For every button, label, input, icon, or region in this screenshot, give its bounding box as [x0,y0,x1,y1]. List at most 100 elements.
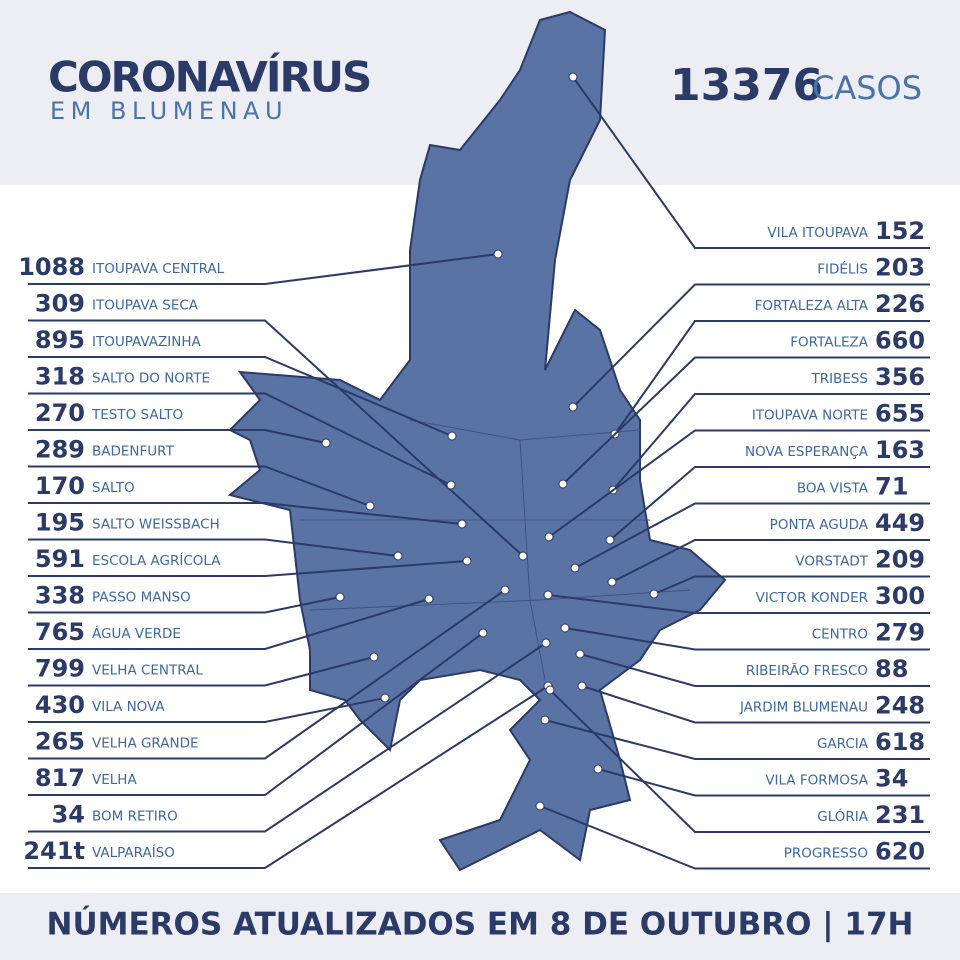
case-count: 34 [52,801,85,829]
district-name: PROGRESSO [784,846,868,862]
case-count: 88 [875,655,908,683]
district-name: FIDÉLIS [817,261,868,278]
district-name: ITOUPAVAZINHA [92,334,201,350]
leader-line [28,560,468,577]
district-dot [560,623,570,633]
title: CORONAVÍRUS [48,52,370,102]
leader-line [28,502,463,525]
district-name: FORTALEZA [790,335,869,351]
leader-line [562,356,930,485]
leader-line [581,685,930,724]
district-dot [393,551,403,561]
district-dot [446,480,456,490]
leader-line [28,656,375,687]
case-count: 817 [35,764,85,792]
footer: NÚMEROS ATUALIZADOS EM 8 DE OUTUBRO | 17… [47,906,914,943]
total-label: CASOS [812,69,922,107]
district-name: ITOUPAVA CENTRAL [92,261,225,277]
case-count: 170 [35,472,85,500]
case-count: 270 [35,399,85,427]
leader-line [572,283,930,408]
case-count: 356 [875,363,925,391]
district-name: JARDIM BLUMENAU [739,700,868,716]
case-count: 289 [35,436,85,464]
district-name: GLÓRIA [817,807,868,825]
map [227,10,727,872]
case-count: 591 [35,545,85,573]
case-count: 430 [35,691,85,719]
district-dot [649,589,659,599]
district-dot [369,652,379,662]
leader-line [28,253,499,285]
case-count: 318 [35,363,85,391]
district-dot [570,563,580,573]
case-count: 231 [875,801,925,829]
subtitle: EM BLUMENAU [50,97,288,125]
case-count: 309 [35,290,85,318]
leader-line [28,642,547,833]
district-name: VICTOR KONDER [756,590,868,606]
district-name: VILA NOVA [92,699,165,715]
leader-line [28,392,452,486]
leader-line [539,805,930,870]
district-dot [457,519,467,529]
district-dot [365,501,375,511]
district-dot [607,577,617,587]
district-dot [541,638,551,648]
leader-line [547,594,930,614]
case-count: 152 [875,217,925,245]
case-count: 799 [35,655,85,683]
leader-line [572,76,930,249]
case-count: 338 [35,582,85,610]
district-dot [493,249,503,259]
district-name: PONTA AGUDA [770,517,869,533]
district-dot [568,72,578,82]
district-name: SALTO DO NORTE [92,371,210,387]
district-name: ÁGUA VERDE [92,625,181,642]
district-dot [321,438,331,448]
leader-line [611,539,930,583]
district-dot [575,649,585,659]
case-count: 34 [875,765,908,793]
case-count: 248 [875,692,925,720]
district-dot [543,590,553,600]
district-dot [544,532,554,542]
district-name: PASSO MANSO [92,590,191,606]
leader-line [549,689,930,833]
case-count: 241t [23,837,85,865]
case-count: 195 [35,509,85,537]
case-count: 620 [875,838,925,866]
leader-line [28,356,453,437]
district-dot [568,402,578,412]
district-dot [478,628,488,638]
case-count: 660 [875,327,925,355]
leader-line [614,320,930,435]
leader-line [28,598,430,650]
case-count: 71 [875,473,908,501]
case-count: 226 [875,290,925,318]
district-name: VELHA [92,772,137,788]
district-name: VILA FORMOSA [765,773,868,789]
case-count: 265 [35,728,85,756]
leader-line [609,466,930,541]
leader-line [548,429,930,538]
leader-line [564,627,930,651]
case-count: 655 [875,400,925,428]
district-name: VILA ITOUPAVA [767,225,868,241]
district-dot [605,535,615,545]
leader-line [28,685,549,869]
district-name: ESCOLA AGRÍCOLA [92,552,221,569]
district-name: CENTRO [812,627,868,643]
district-name: VELHA CENTRAL [92,663,203,679]
case-count: 163 [875,436,925,464]
case-count: 209 [875,546,925,574]
district-name: BOA VISTA [797,481,869,497]
leader-line [597,768,930,797]
district-dot [447,431,457,441]
leader-line [28,632,484,796]
leader-line [574,502,930,569]
district-name: VALPARAÍSO [92,844,175,861]
leader-line [28,589,506,760]
leader-line [28,697,386,723]
case-count: 1088 [18,253,85,281]
